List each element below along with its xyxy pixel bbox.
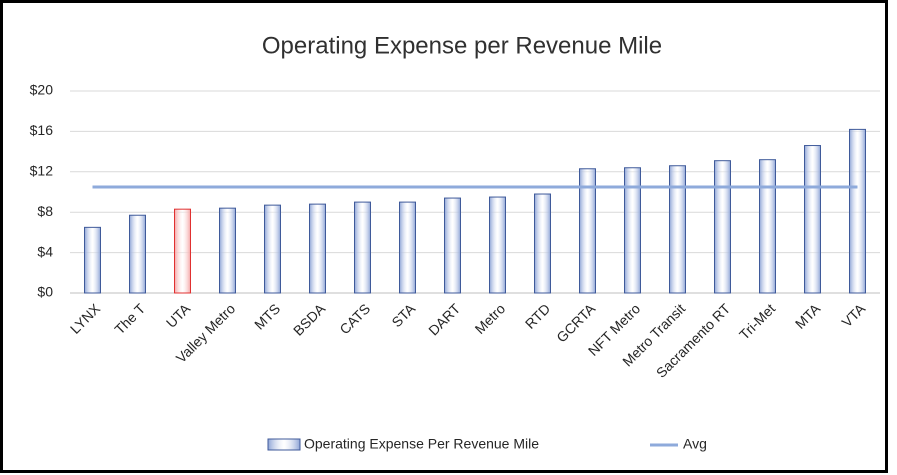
bar xyxy=(309,203,326,294)
bar xyxy=(399,201,416,294)
legend-label: Operating Expense Per Revenue Mile xyxy=(304,436,539,452)
y-tick-label: $16 xyxy=(30,122,54,138)
y-tick-label: $8 xyxy=(37,203,53,219)
bar xyxy=(669,165,686,294)
bar xyxy=(444,197,461,294)
y-tick-label: $20 xyxy=(30,82,54,98)
bar xyxy=(174,208,191,294)
bar xyxy=(579,168,596,294)
chart-title: Operating Expense per Revenue Mile xyxy=(262,32,662,59)
bar xyxy=(264,204,281,294)
y-tick-label: $12 xyxy=(30,163,54,179)
bar xyxy=(534,193,551,294)
y-tick-label: $0 xyxy=(37,284,53,300)
legend-label: Avg xyxy=(683,436,707,452)
bar xyxy=(849,128,866,294)
bar xyxy=(219,207,236,294)
bar xyxy=(129,214,146,294)
bar xyxy=(354,201,371,294)
bar xyxy=(489,196,506,294)
bar xyxy=(804,145,821,294)
bar xyxy=(759,159,776,294)
y-tick-label: $4 xyxy=(37,243,53,259)
bar xyxy=(624,167,641,294)
legend-swatch xyxy=(267,438,301,451)
bar xyxy=(84,226,101,294)
bar xyxy=(714,160,731,294)
